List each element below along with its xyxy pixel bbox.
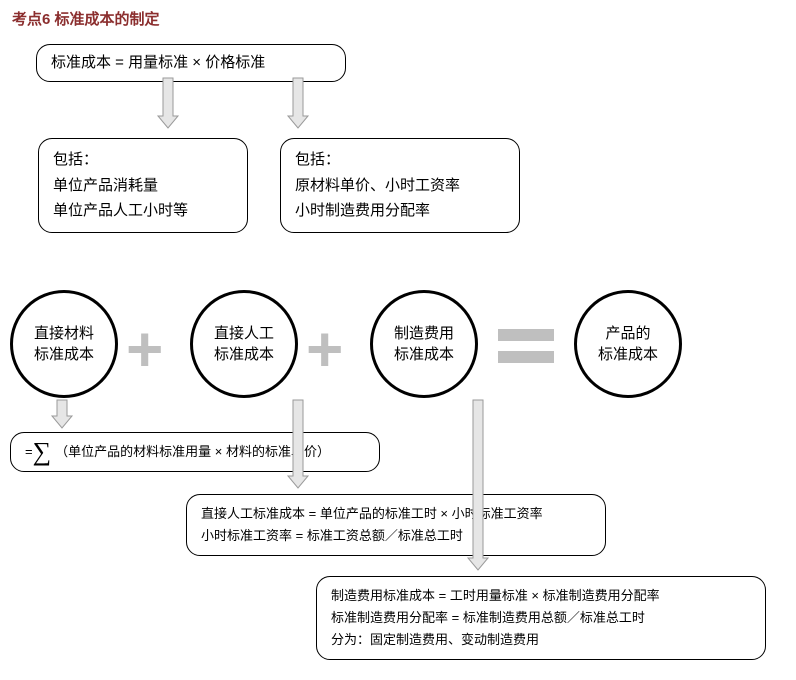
overhead-line-3: 分为：固定制造费用、变动制造费用 — [331, 629, 751, 651]
circle-text-3: 制造费用 标准成本 — [394, 323, 454, 365]
price-heading: 包括： — [295, 147, 505, 173]
plus-icon: + — [306, 312, 343, 386]
page-title: 考点6 标准成本的制定 — [12, 8, 160, 29]
arrow-down-icon — [52, 400, 72, 428]
usage-heading: 包括： — [53, 147, 233, 173]
labor-formula-box: 直接人工标准成本 = 单位产品的标准工时 × 小时标准工资率 小时标准工资率 =… — [186, 494, 606, 556]
plus-icon: + — [126, 312, 163, 386]
circle-text-4: 产品的 标准成本 — [598, 323, 658, 365]
material-formula-box: = ∑ （单位产品的材料标准用量 × 材料的标准单价） — [10, 432, 380, 472]
overhead-line-1: 制造费用标准成本 = 工时用量标准 × 标准制造费用分配率 — [331, 585, 751, 607]
formula-text: 标准成本 = 用量标准 × 价格标准 — [51, 50, 265, 76]
arrow-down-icon — [158, 78, 178, 128]
usage-line-1: 单位产品消耗量 — [53, 173, 233, 199]
circle-text-1: 直接材料 标准成本 — [34, 323, 94, 365]
formula-box: 标准成本 = 用量标准 × 价格标准 — [36, 44, 346, 82]
equals-icon — [498, 326, 554, 366]
labor-line-1: 直接人工标准成本 = 单位产品的标准工时 × 小时标准工资率 — [201, 503, 591, 525]
usage-standard-box: 包括： 单位产品消耗量 单位产品人工小时等 — [38, 138, 248, 233]
price-line-2: 小时制造费用分配率 — [295, 198, 505, 224]
circle-overhead: 制造费用 标准成本 — [370, 290, 478, 398]
overhead-formula-box: 制造费用标准成本 = 工时用量标准 × 标准制造费用分配率 标准制造费用分配率 … — [316, 576, 766, 660]
circle-product-cost: 产品的 标准成本 — [574, 290, 682, 398]
circle-direct-labor: 直接人工 标准成本 — [190, 290, 298, 398]
circle-text-2: 直接人工 标准成本 — [214, 323, 274, 365]
usage-line-2: 单位产品人工小时等 — [53, 198, 233, 224]
overhead-line-2: 标准制造费用分配率 = 标准制造费用总额／标准总工时 — [331, 607, 751, 629]
circle-direct-material: 直接材料 标准成本 — [10, 290, 118, 398]
labor-line-2: 小时标准工资率 = 标准工资总额／标准总工时 — [201, 525, 591, 547]
material-prefix: = — [25, 441, 33, 463]
arrow-down-icon — [288, 78, 308, 128]
material-body: （单位产品的材料标准用量 × 材料的标准单价） — [55, 441, 330, 463]
sigma-icon: ∑ — [33, 430, 52, 474]
price-line-1: 原材料单价、小时工资率 — [295, 173, 505, 199]
price-standard-box: 包括： 原材料单价、小时工资率 小时制造费用分配率 — [280, 138, 520, 233]
